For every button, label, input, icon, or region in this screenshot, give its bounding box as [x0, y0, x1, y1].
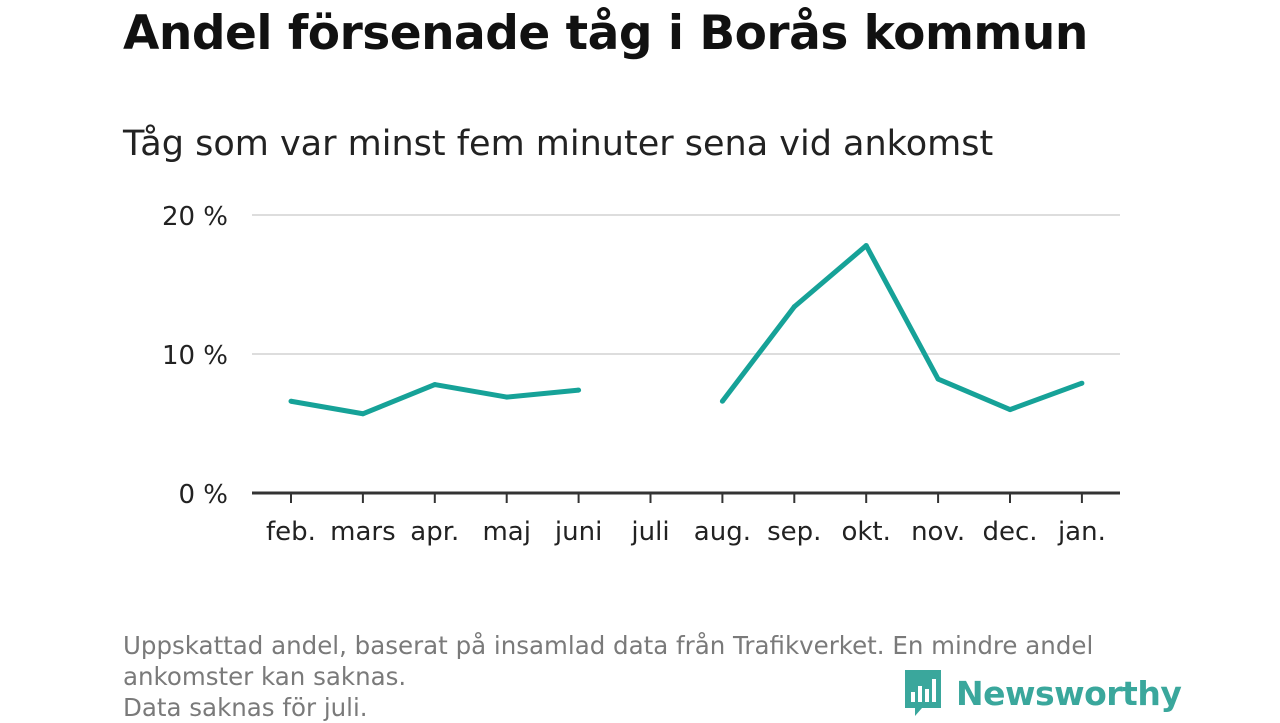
data-point	[432, 382, 438, 388]
data-point	[719, 398, 725, 404]
x-tick-label: aug.	[694, 517, 751, 547]
x-tick-label: feb.	[266, 517, 316, 547]
newsworthy-logo[interactable]: Newsworthy	[902, 668, 1182, 718]
data-point	[576, 387, 582, 393]
y-tick-label: 20 %	[162, 202, 228, 232]
series-line	[720, 243, 1083, 413]
bar-chart-speech-bubble-icon	[905, 670, 941, 716]
brand-name: Newsworthy	[956, 673, 1182, 713]
x-tick-label: nov.	[911, 517, 965, 547]
x-tick-label: mars	[330, 517, 396, 547]
x-tick-label: juni	[554, 517, 602, 547]
x-tick-label: dec.	[982, 517, 1037, 547]
footnote-line-2: ankomster kan saknas.	[123, 662, 407, 691]
chart-subtitle: Tåg som var minst fem minuter sena vid a…	[123, 124, 994, 164]
data-point	[863, 243, 869, 249]
data-point	[504, 394, 510, 400]
x-tick-label: apr.	[410, 517, 459, 547]
x-tick-label: sep.	[767, 517, 821, 547]
data-point	[360, 411, 366, 417]
data-point	[288, 398, 294, 404]
data-point	[791, 304, 797, 310]
chart-title: Andel försenade tåg i Borås kommun	[123, 6, 1088, 61]
x-tick-label: okt.	[841, 517, 890, 547]
x-tick-label: maj	[482, 517, 530, 547]
series-line	[290, 382, 579, 417]
x-tick-label: jan.	[1057, 517, 1106, 547]
y-tick-label: 0 %	[178, 480, 228, 510]
data-point	[1007, 407, 1013, 413]
footnote-line-3: Data saknas för juli.	[123, 693, 368, 722]
x-tick-label: juli	[630, 517, 669, 547]
data-point	[935, 376, 941, 382]
footnote: Uppskattad andel, baserat på insamlad da…	[123, 630, 1153, 723]
footnote-line-1: Uppskattad andel, baserat på insamlad da…	[123, 631, 1094, 660]
data-point	[1079, 380, 1085, 386]
y-tick-label: 10 %	[162, 341, 228, 371]
